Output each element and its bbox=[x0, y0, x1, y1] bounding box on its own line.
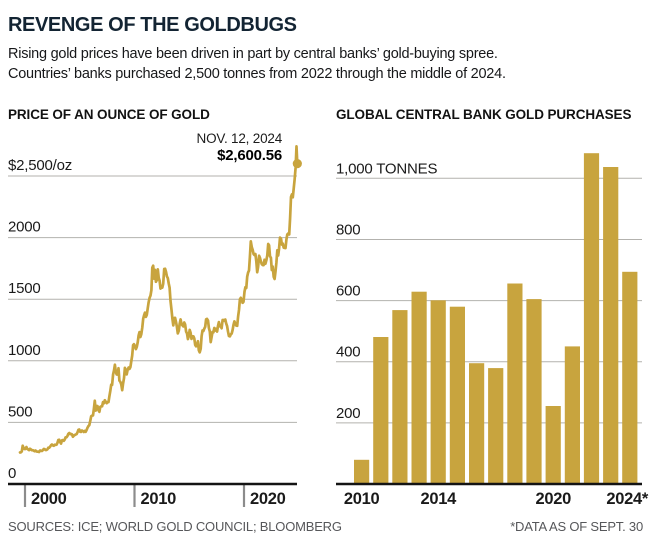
y-tick-label: 500 bbox=[8, 403, 32, 420]
line-chart-title: PRICE OF AN OUNCE OF GOLD bbox=[8, 107, 210, 122]
y-tick-label: 2000 bbox=[8, 219, 41, 236]
x-tick-label: 2014 bbox=[420, 490, 457, 508]
gold-price-line bbox=[18, 145, 299, 454]
x-tick-label: 2020 bbox=[250, 490, 286, 508]
annotation-date: NOV. 12, 2024 bbox=[196, 131, 283, 146]
bar-2022 bbox=[583, 153, 600, 484]
x-tick-label: 2010 bbox=[141, 490, 177, 508]
y-tick-label: 1500 bbox=[8, 280, 41, 297]
bar-2017 bbox=[488, 368, 504, 484]
y-tick-label: 200 bbox=[336, 405, 360, 422]
x-tick-label: 2020 bbox=[535, 490, 571, 508]
y-tick-label: 400 bbox=[336, 344, 360, 361]
bar-2018 bbox=[507, 283, 523, 484]
y-tick-label: 0 bbox=[8, 465, 16, 482]
bar-2020 bbox=[545, 406, 561, 484]
y-tick-label: 1000 bbox=[8, 342, 41, 359]
x-tick-label: 2010 bbox=[344, 490, 380, 508]
data-footnote: *DATA AS OF SEPT. 30 bbox=[510, 519, 643, 534]
annotation-price: $2,600.56 bbox=[217, 147, 282, 164]
x-tick-label: 2024* bbox=[606, 490, 649, 508]
bar-2011 bbox=[373, 337, 389, 484]
subtitle-line-2: Countries’ banks purchased 2,500 tonnes … bbox=[8, 66, 506, 82]
y-tick-label: $2,500/oz bbox=[8, 157, 72, 174]
bar-2021 bbox=[564, 346, 580, 484]
subtitle-line-1: Rising gold prices have been driven in p… bbox=[8, 46, 498, 62]
gold-price-line-chart: $2,500/oz 2000 1500 1000 500 0 2000 2010 2020 bbox=[8, 145, 302, 508]
central-bank-purchases-bar-chart: 1,000 TONNES 800 600 400 200 2010 2014 2020 2024… bbox=[336, 153, 649, 508]
sources-credit: SOURCES: ICE; WORLD GOLD COUNCIL; BLOOMB… bbox=[8, 519, 342, 534]
y-tick-label: 800 bbox=[336, 221, 360, 238]
bar-2019 bbox=[526, 299, 542, 484]
latest-price-annotation: NOV. 12, 2024 $2,600.56 bbox=[150, 131, 283, 164]
bar-2014 bbox=[430, 300, 446, 484]
latest-price-dot bbox=[292, 159, 302, 169]
page-title: REVENGE OF THE GOLDBUGS bbox=[8, 14, 297, 36]
bar-2013 bbox=[411, 291, 427, 484]
y-tick-label: 600 bbox=[336, 283, 360, 300]
bar-2023 bbox=[603, 167, 619, 484]
bar-2024 bbox=[622, 271, 638, 484]
bar-chart-title: GLOBAL CENTRAL BANK GOLD PURCHASES bbox=[336, 107, 632, 122]
bar-2010 bbox=[354, 459, 370, 484]
bar-2015 bbox=[449, 306, 465, 484]
bar-2016 bbox=[469, 363, 485, 484]
y-tick-label: 1,000 TONNES bbox=[336, 160, 437, 177]
bar-2012 bbox=[392, 310, 408, 484]
x-tick-label: 2000 bbox=[31, 490, 67, 508]
